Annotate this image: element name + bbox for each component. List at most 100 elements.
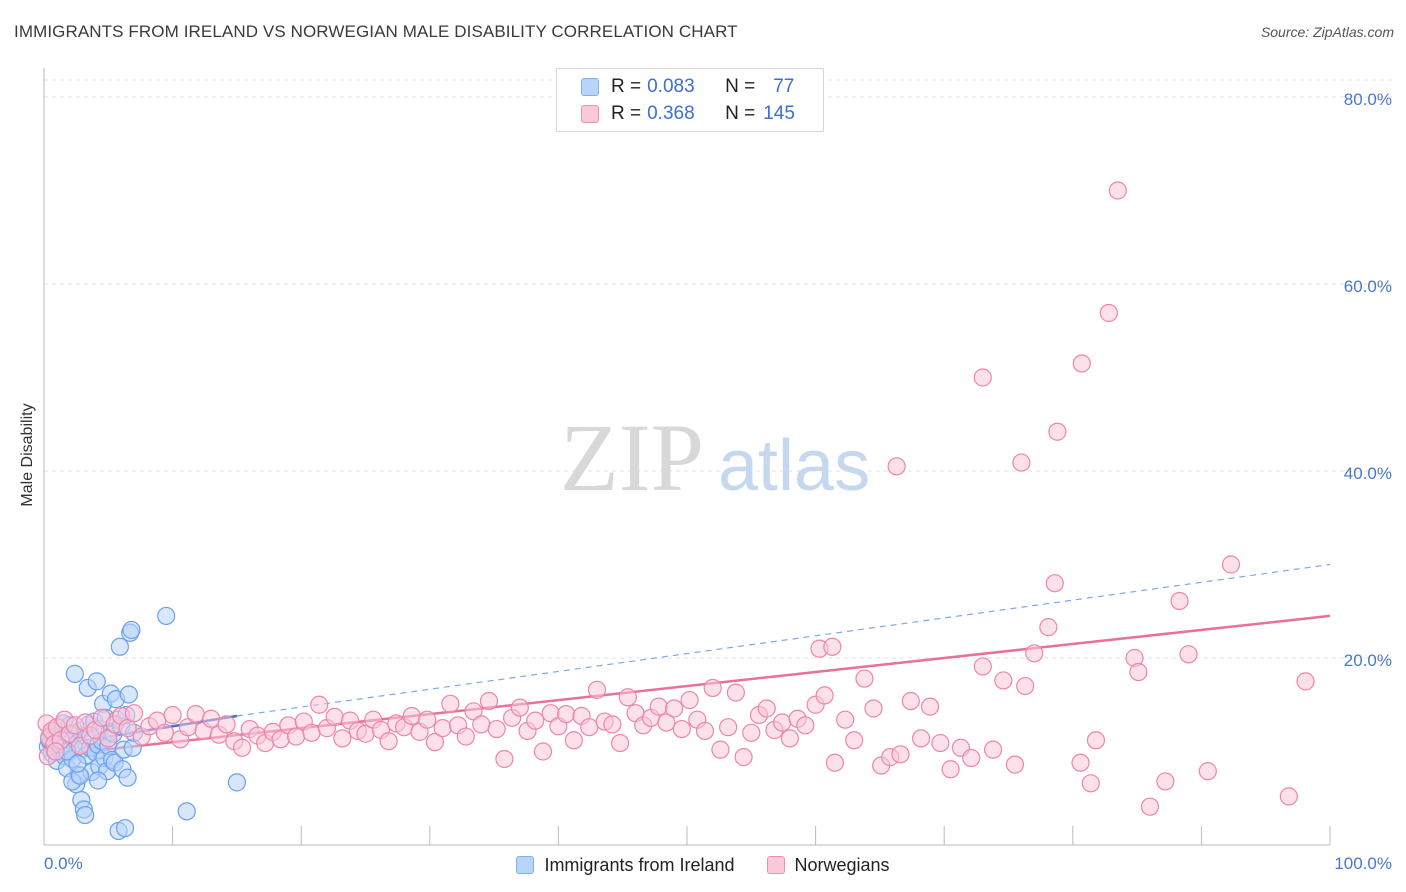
point-norwegians — [757, 699, 776, 718]
point-norwegians — [657, 713, 676, 732]
point-norwegians — [680, 690, 699, 710]
point-norwegians — [379, 732, 398, 751]
point-norwegians — [333, 729, 352, 748]
point-norwegians — [603, 715, 622, 734]
tick-labels: 20.0% 40.0% 60.0% 80.0% 0.0% 100.0% — [44, 90, 1392, 873]
point-norwegians — [983, 740, 1003, 759]
point-norwegians — [742, 723, 761, 742]
point-ireland — [115, 819, 135, 838]
source-label: Source: ZipAtlas.com — [1260, 24, 1394, 40]
point-norwegians — [973, 368, 992, 387]
y-tick-label: 60.0% — [1344, 277, 1392, 296]
point-norwegians — [526, 711, 545, 730]
point-ireland — [157, 606, 176, 626]
legend-n-label: N = — [725, 103, 756, 124]
point-norwegians — [1045, 574, 1064, 593]
point-norwegians — [433, 719, 452, 738]
legend-item-ireland: Immigrants from Ireland — [516, 855, 735, 876]
point-ireland — [87, 672, 106, 691]
point-norwegians — [973, 657, 992, 676]
point-ireland — [119, 685, 138, 704]
point-norwegians — [118, 719, 137, 738]
point-norwegians — [994, 671, 1013, 690]
point-ireland — [76, 805, 95, 825]
point-norwegians — [232, 738, 252, 757]
point-norwegians — [815, 686, 834, 705]
point-ireland — [65, 664, 84, 683]
point-norwegians — [845, 731, 864, 750]
point-norwegians — [864, 699, 883, 718]
point-norwegians — [773, 713, 792, 732]
trend-ireland-extended — [236, 563, 1331, 717]
point-norwegians — [1072, 354, 1091, 373]
point-ireland — [68, 754, 87, 773]
point-norwegians — [217, 715, 236, 734]
point-norwegians — [836, 710, 855, 729]
point-ireland — [122, 620, 141, 640]
point-norwegians — [719, 718, 738, 737]
point-ireland — [227, 773, 246, 792]
point-norwegians — [1039, 618, 1058, 637]
point-norwegians — [557, 704, 576, 724]
point-norwegians — [1081, 774, 1100, 793]
point-norwegians — [649, 697, 668, 716]
point-norwegians — [1071, 753, 1090, 772]
legend-swatch-ireland — [581, 78, 599, 96]
legend-r-label: R = — [611, 103, 642, 124]
point-norwegians — [672, 719, 691, 739]
point-norwegians — [441, 694, 460, 713]
legend-row-norwegians: R = 0.368 N = 145 — [581, 103, 795, 125]
legend-n-label: N = — [725, 76, 756, 97]
point-norwegians — [941, 760, 960, 779]
grid — [44, 79, 1392, 659]
point-norwegians — [124, 704, 144, 723]
legend-swatch-ireland — [516, 856, 535, 874]
point-norwegians — [580, 718, 599, 737]
point-norwegians — [887, 457, 906, 476]
point-ireland — [110, 637, 129, 656]
x-tick-label: 0.0% — [44, 854, 83, 873]
y-tick-label: 80.0% — [1344, 90, 1392, 109]
point-norwegians — [286, 727, 306, 746]
point-norwegians — [1156, 772, 1175, 791]
point-norwegians — [825, 753, 844, 772]
point-norwegians — [155, 723, 174, 742]
point-norwegians — [418, 710, 437, 729]
x-tick-label: 100.0% — [1334, 854, 1392, 873]
point-norwegians — [302, 723, 321, 742]
point-norwegians — [325, 707, 344, 727]
point-norwegians — [495, 749, 514, 769]
point-norwegians — [456, 727, 475, 746]
point-norwegians — [1221, 555, 1241, 574]
point-norwegians — [487, 719, 506, 739]
legend-swatch-norwegians — [766, 856, 785, 874]
legend-r-value: 0.083 — [647, 76, 695, 97]
point-norwegians — [962, 748, 981, 768]
point-norwegians — [1005, 755, 1025, 774]
point-norwegians — [780, 729, 799, 748]
watermark-zip: ZIP — [560, 404, 704, 511]
point-norwegians — [402, 706, 421, 726]
point-norwegians — [587, 680, 607, 699]
legend-n-value: 77 — [773, 76, 795, 97]
data-points — [37, 181, 1315, 841]
point-norwegians — [163, 705, 182, 725]
point-ireland — [118, 768, 137, 787]
point-norwegians — [1048, 422, 1067, 441]
point-norwegians — [186, 704, 205, 724]
point-norwegians — [1099, 303, 1118, 323]
series-legend: Immigrants from Ireland Norwegians — [0, 852, 1406, 878]
point-norwegians — [1140, 797, 1160, 816]
point-norwegians — [564, 731, 583, 750]
point-norwegians — [796, 716, 815, 735]
point-norwegians — [726, 683, 745, 702]
legend-swatch-norwegians — [581, 105, 599, 123]
point-norwegians — [1170, 591, 1189, 611]
legend-n-value: 145 — [763, 103, 795, 124]
watermark: ZIP atlas — [560, 404, 870, 511]
point-norwegians — [1198, 762, 1217, 781]
legend-r-value: 0.368 — [647, 103, 695, 124]
y-tick-label: 40.0% — [1344, 464, 1392, 483]
point-norwegians — [855, 669, 874, 688]
